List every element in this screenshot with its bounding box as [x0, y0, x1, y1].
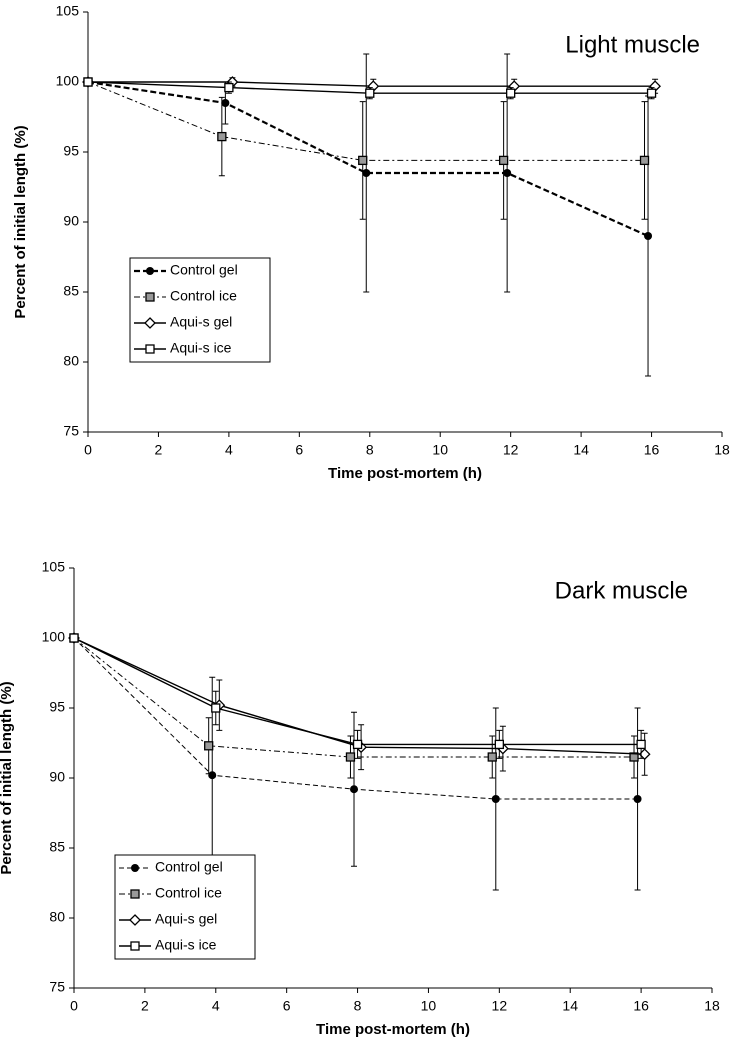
- y-tick-label: 100: [56, 73, 80, 89]
- y-tick-label: 95: [63, 143, 79, 159]
- x-tick-label: 16: [644, 442, 660, 458]
- marker: [498, 155, 509, 166]
- marker: [636, 739, 646, 750]
- x-tick-label: 2: [155, 442, 163, 458]
- chart: 75 80 85 90 95 100 105 0 2 4 6 8 10 12 14 16 18 Time post…: [0, 559, 720, 1038]
- x-tick-label: 0: [84, 442, 92, 458]
- legend-marker: [130, 889, 140, 899]
- chart: 75 80 85 90 95 100 105 0 2 4 6 8 10 12 14 16 18 Time post…: [12, 3, 730, 482]
- legend-label: Aqui-s ice: [155, 937, 217, 953]
- x-axis-title: Time post-mortem (h): [328, 465, 482, 482]
- x-tick-label: 8: [354, 998, 362, 1014]
- y-tick-label: 85: [63, 283, 79, 299]
- x-axis-title: Time post-mortem (h): [316, 1021, 470, 1038]
- legend-label: Aqui-s gel: [170, 314, 232, 330]
- legend-label: Aqui-s gel: [155, 911, 217, 927]
- y-tick-label: 105: [42, 559, 66, 575]
- legend-marker: [144, 317, 156, 329]
- series-line: [73, 637, 635, 758]
- marker: [503, 169, 512, 177]
- marker: [506, 88, 516, 98]
- marker: [491, 795, 500, 803]
- legend-marker: [130, 941, 140, 951]
- x-tick-label: 4: [225, 442, 233, 458]
- x-tick-label: 10: [432, 442, 448, 458]
- legend-label: Control gel: [170, 262, 238, 278]
- marker: [204, 741, 214, 751]
- marker: [352, 739, 363, 750]
- marker: [358, 155, 368, 166]
- series-line: [73, 637, 645, 755]
- x-tick-label: 12: [503, 442, 519, 458]
- x-tick-label: 0: [70, 998, 78, 1014]
- marker: [83, 77, 93, 87]
- x-tick-label: 14: [573, 442, 589, 458]
- x-tick-label: 16: [633, 998, 649, 1014]
- legend-marker: [146, 267, 154, 275]
- x-tick-label: 14: [562, 998, 578, 1014]
- marker: [633, 795, 642, 803]
- marker: [208, 771, 217, 780]
- marker: [629, 752, 639, 762]
- marker: [69, 633, 79, 643]
- marker: [494, 739, 504, 750]
- marker: [345, 752, 356, 762]
- legend-label: Control gel: [155, 859, 223, 875]
- marker: [211, 703, 221, 713]
- legend-marker: [129, 914, 141, 926]
- marker: [362, 169, 371, 177]
- series-line: [87, 80, 649, 238]
- marker: [365, 88, 375, 98]
- marker: [639, 155, 650, 166]
- legend-label: Control ice: [155, 885, 222, 901]
- marker: [217, 131, 227, 142]
- x-tick-label: 4: [212, 998, 220, 1014]
- x-tick-label: 12: [492, 998, 508, 1014]
- x-tick-label: 18: [704, 998, 720, 1014]
- y-tick-label: 90: [63, 213, 79, 229]
- x-tick-label: 6: [295, 442, 303, 458]
- marker: [224, 82, 234, 93]
- series-line: [73, 637, 642, 746]
- marker: [644, 232, 653, 240]
- annotation: Dark muscle: [555, 577, 688, 604]
- marker: [221, 99, 230, 107]
- y-tick-label: 80: [63, 353, 79, 369]
- marker: [350, 785, 359, 794]
- legend-label: Control ice: [170, 288, 237, 304]
- x-tick-label: 10: [421, 998, 437, 1014]
- y-tick-label: 80: [49, 909, 65, 925]
- x-tick-label: 6: [283, 998, 291, 1014]
- marker: [487, 752, 497, 762]
- x-tick-label: 8: [366, 442, 374, 458]
- annotation: Light muscle: [565, 31, 700, 58]
- marker: [646, 88, 657, 98]
- y-tick-label: 85: [49, 839, 65, 855]
- x-tick-label: 18: [714, 442, 730, 458]
- y-tick-label: 100: [42, 629, 66, 645]
- x-tick-label: 2: [141, 998, 149, 1014]
- y-tick-label: 75: [63, 423, 79, 439]
- y-tick-label: 90: [49, 769, 65, 785]
- y-tick-label: 105: [56, 3, 80, 19]
- y-tick-label: 75: [49, 979, 65, 995]
- y-axis-title: Percent of initial length (%): [12, 125, 29, 318]
- legend-marker: [145, 344, 155, 354]
- series-line: [73, 637, 638, 800]
- legend-marker: [145, 292, 155, 302]
- legend-label: Aqui-s ice: [170, 340, 232, 356]
- y-tick-label: 95: [49, 699, 65, 715]
- y-axis-title: Percent of initial length (%): [0, 681, 15, 874]
- legend-marker: [131, 864, 139, 872]
